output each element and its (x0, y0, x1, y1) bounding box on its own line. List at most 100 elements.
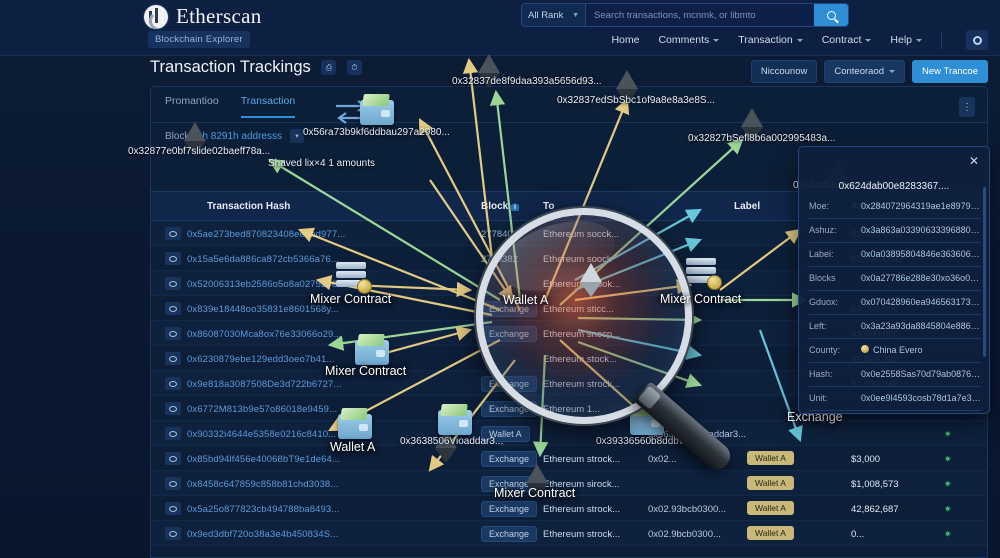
nav-item-contract[interactable]: Contract (822, 34, 872, 46)
nav-label: Contract (821, 34, 862, 46)
chevron-down-icon (865, 38, 872, 42)
nav-label: Help (890, 34, 912, 46)
detail-row-value: 0x0e2558Sas70d79ab08760918... (861, 369, 981, 379)
row-tag[interactable]: Exchange (481, 301, 538, 317)
view-row-icon[interactable] (165, 302, 181, 315)
rank-select[interactable]: All Rank ▼ (522, 4, 586, 26)
row-transaction-hash[interactable]: 0x52006313eb2586o5o8a0275206... (187, 279, 346, 290)
brand-logo[interactable]: Etherscan (144, 4, 262, 29)
view-row-icon[interactable] (165, 427, 181, 440)
page-actions: Niccounow Conteoraod New Trancoe (750, 60, 988, 83)
row-status-icon: ✷ (944, 479, 952, 489)
row-transaction-hash[interactable]: 0x85bd94lf456e40068bT9e1de64... (187, 454, 341, 465)
view-row-icon[interactable] (165, 377, 181, 390)
view-row-icon[interactable] (165, 352, 181, 365)
nav-item-comments[interactable]: Comments (658, 34, 720, 46)
column-block[interactable]: Block i (481, 201, 519, 212)
tab-divider (151, 122, 987, 123)
view-row-icon[interactable] (165, 277, 181, 290)
nav-item-home[interactable]: Home (611, 34, 639, 46)
column-label[interactable]: Label (734, 201, 761, 212)
row-tag[interactable]: Exchange (481, 401, 538, 417)
row-transaction-hash[interactable]: 0x6772M813b9e57o86018e9459... (187, 404, 338, 415)
view-row-icon[interactable] (165, 527, 181, 540)
search-icon (826, 10, 836, 20)
row-to: Ethereum strock... (543, 379, 621, 390)
chevron-down-icon (713, 38, 720, 42)
row-transaction-hash[interactable]: 0x9e818a3087508De3d722b6727... (187, 379, 342, 390)
column-transaction-hash[interactable]: Transaction Hash (207, 201, 291, 212)
nav-item-transaction[interactable]: Transaction (738, 34, 803, 46)
nav-label: Comments (658, 34, 710, 46)
table-row[interactable]: 0x8458c647859c858b81chd3038... Exchange Et… (151, 471, 987, 496)
row-to: Ethereum sirock... (543, 479, 620, 490)
view-row-icon[interactable] (165, 477, 181, 490)
row-tag[interactable]: Exchange (481, 476, 538, 492)
copy-icon[interactable]: ⎙ (321, 60, 337, 76)
row-transaction-hash[interactable]: 0x8458c647859c858b81chd3038... (187, 479, 339, 490)
connected-select[interactable]: Conteoraod (824, 60, 906, 83)
row-to: Ethereum sticc... (543, 304, 614, 315)
detail-panel-title: 0x624dab00e8283367.... (838, 181, 950, 192)
close-icon[interactable]: ✕ (968, 154, 979, 168)
view-row-icon[interactable] (165, 327, 181, 340)
tab-promantioo[interactable]: Promantioo (165, 95, 219, 107)
nav-label: Home (611, 34, 640, 46)
chevron-down-icon (916, 38, 922, 42)
tab-transaction[interactable]: Transaction (240, 95, 296, 118)
settings-button[interactable] (966, 30, 988, 50)
search-input[interactable] (586, 4, 814, 26)
row-transaction-hash[interactable]: 0x15a5e6da886ca872cb5366a76... (187, 254, 339, 265)
more-options-icon[interactable]: ⋮ (959, 97, 975, 117)
row-transaction-hash[interactable]: 0x5ae273bed870823408eedbd977... (187, 229, 346, 240)
row-tag[interactable]: Exchange (481, 451, 538, 467)
table-row[interactable]: 0x85bd94lf456e40068bT9e1de64... Exchange E… (151, 446, 987, 471)
view-row-icon[interactable] (165, 227, 181, 240)
detail-row-key: Labei: (809, 249, 834, 259)
detail-row: Blocks 0x0a27786e288e30xo36o069807... (809, 269, 981, 291)
filter-icon[interactable]: ▾ (289, 129, 304, 143)
row-transaction-hash[interactable]: 0x9ed3dbf720o38a3e4b450834S... (187, 529, 339, 540)
row-tag[interactable]: Wallet A (481, 426, 530, 442)
filter-address-link[interactable]: h 8291h addresss (202, 130, 282, 142)
row-transaction-hash[interactable]: 0x839e18448oo35831e8601568y... (187, 304, 339, 315)
gear-icon (972, 35, 982, 45)
row-tag[interactable]: Exchange (481, 501, 538, 517)
row-tag[interactable]: Exchange (481, 526, 538, 542)
row-block: 2779382 (481, 254, 518, 265)
row-tag[interactable]: Exchange (481, 326, 538, 342)
detail-row-key: Ashuz: (809, 225, 837, 235)
search-button[interactable] (814, 4, 848, 26)
row-amount: $1,008,573 (851, 479, 899, 490)
row-label-badge: Wallet A (747, 451, 794, 465)
detail-row-key: Gduox: (809, 297, 839, 307)
blockchain-explorer-badge: Blockchain Explorer (148, 31, 250, 48)
detail-panel-scrollbar[interactable] (983, 187, 986, 357)
table-row[interactable]: 0x9ed3dbf720o38a3e4b450834S... Exchange Et… (151, 521, 987, 546)
view-row-icon[interactable] (165, 252, 181, 265)
row-transaction-hash[interactable]: 0x6230879ebe129edd3oeo7b41... (187, 354, 335, 365)
nav-item-help[interactable]: Help (890, 34, 922, 46)
top-bar: Etherscan Blockchain Explorer All Rank ▼… (0, 0, 1000, 56)
row-tag[interactable]: Exchange (481, 376, 538, 392)
row-block: 2778406 (481, 229, 518, 240)
row-amount: 42,862,687 (851, 504, 899, 515)
row-transaction-hash[interactable]: 0x5a25o877823cb494788ba8493... (187, 504, 340, 515)
row-to: Ethereum soock (543, 254, 612, 265)
row-amount: 0... (851, 529, 865, 540)
bell-icon[interactable]: ⏱ (346, 60, 362, 76)
view-row-icon[interactable] (165, 402, 181, 415)
view-row-icon[interactable] (165, 502, 181, 515)
new-trace-button[interactable]: New Trancoe (912, 60, 988, 83)
search-bar[interactable]: All Rank ▼ (521, 3, 849, 27)
detail-panel: ✕ 0x624dab00e8283367.... Moe: 0x284072964… (798, 146, 990, 414)
page-title: Transaction Trackings ⎙ ⏱ (150, 58, 362, 77)
table-row[interactable]: 0x90332i4644e5358e0216c8410... Wallet A 0x… (151, 421, 987, 446)
column-to[interactable]: To (543, 201, 555, 212)
view-row-icon[interactable] (165, 452, 181, 465)
table-row[interactable]: 0x5a25o877823cb494788ba8493... Exchange Et… (151, 496, 987, 521)
row-transaction-hash[interactable]: 0x86087030Mca8ox76e33066o29... (187, 329, 342, 340)
account-button[interactable]: Niccounow (750, 60, 818, 83)
row-transaction-hash[interactable]: 0x90332i4644e5358e0216c8410... (187, 429, 337, 440)
detail-row-key: Left: (809, 321, 827, 331)
